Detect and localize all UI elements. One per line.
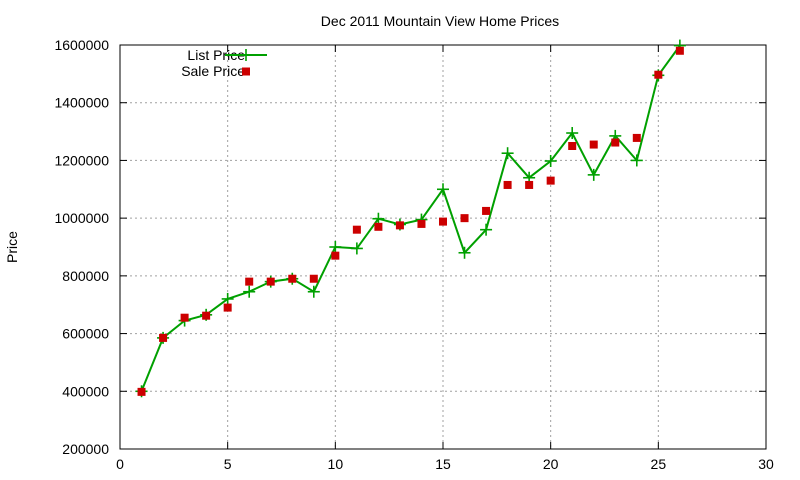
y-tick-label: 400000 [62, 383, 109, 399]
x-tick-label: 5 [224, 456, 232, 472]
y-tick-label: 1400000 [54, 95, 109, 111]
sale-price-point [352, 225, 361, 234]
sale-price-point [503, 180, 512, 189]
sale-price-point [159, 333, 168, 342]
sale-price-point [589, 140, 598, 149]
x-tick-label: 15 [435, 456, 451, 472]
x-tick-label: 10 [328, 456, 344, 472]
sale-price-point [331, 251, 340, 260]
list-price-point [630, 154, 643, 167]
list-price-line [140, 45, 681, 392]
sale-price-point [654, 70, 663, 79]
x-tick-label: 30 [758, 456, 774, 472]
y-tick-label: 800000 [62, 268, 109, 284]
plot-series [135, 39, 686, 398]
axis-tick-labels: 0 5 10 15 20 25 30 200000 400000 600000 800000 1000… [54, 37, 774, 472]
x-tick-label: 0 [116, 456, 124, 472]
grid [120, 45, 766, 449]
y-tick-label: 1600000 [54, 37, 109, 53]
sale-price-point [568, 142, 577, 150]
sale-price-point [482, 206, 491, 215]
sale-price-point [417, 219, 426, 228]
y-tick-label: 600000 [62, 326, 109, 342]
list-price-point [307, 285, 320, 298]
sale-price-point [202, 311, 211, 320]
list-price-point [544, 155, 557, 168]
sale-price-point [309, 274, 318, 283]
sale-price-point [611, 138, 620, 147]
list-price-point [480, 223, 493, 236]
axis-ticks [119, 44, 767, 450]
sale-price-point [288, 274, 297, 283]
y-tick-label: 200000 [62, 441, 109, 457]
sale-price-point [675, 46, 684, 55]
legend-label-list-price: List Price [187, 47, 245, 63]
sale-price-point [245, 277, 254, 286]
sale-price-point [395, 221, 404, 230]
chart-title: Dec 2011 Mountain View Home Prices [321, 13, 559, 29]
sale-price-point [632, 133, 641, 142]
y-tick-label: 1200000 [54, 152, 109, 168]
sale-price-point [374, 222, 383, 231]
list-price-point [243, 285, 256, 298]
y-axis-label: Price [4, 231, 20, 263]
sale-price-point [525, 180, 534, 189]
legend: List Price Sale Price [181, 47, 267, 79]
list-price-point [221, 292, 234, 305]
sale-price-point [266, 277, 275, 286]
legend-label-sale-price: Sale Price [181, 63, 245, 79]
y-tick-label: 1000000 [54, 210, 109, 226]
list-price-point [566, 127, 579, 140]
sale-price-point [137, 387, 146, 396]
sale-price-point [223, 303, 232, 312]
list-price-point [501, 147, 514, 160]
sale-price-point [180, 313, 189, 322]
legend-plus-marker [240, 49, 252, 61]
sale-price-point [439, 217, 447, 226]
list-price-point [458, 246, 471, 259]
list-price-point [350, 242, 363, 255]
list-price-point [372, 212, 385, 225]
x-tick-label: 20 [543, 456, 559, 472]
sale-price-point [546, 176, 555, 185]
list-price-point [437, 183, 449, 196]
list-price-point [587, 168, 600, 181]
legend-square-marker [242, 67, 250, 76]
list-price-point [329, 241, 342, 253]
sale-price-point [460, 214, 469, 223]
x-tick-label: 25 [651, 456, 667, 472]
